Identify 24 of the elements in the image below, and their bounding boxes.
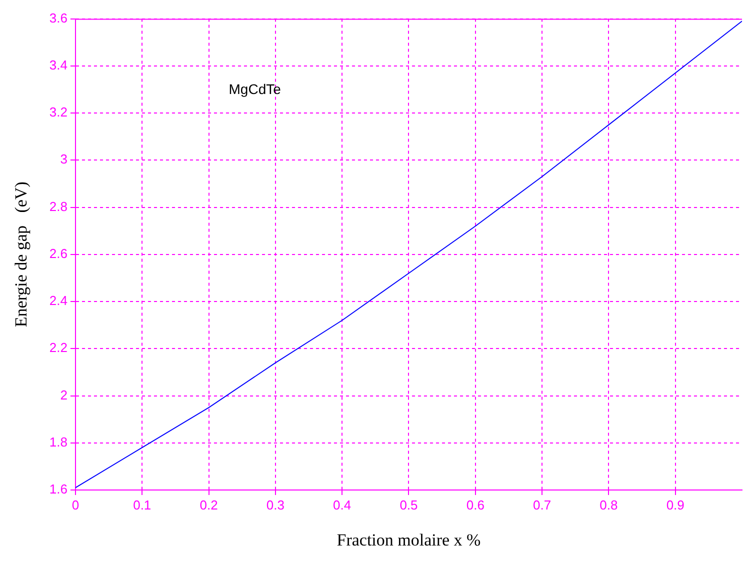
y-tick-label: 3.2 <box>49 104 68 120</box>
x-tick-label: 0.6 <box>466 497 484 512</box>
y-tick-label: 2 <box>60 387 68 402</box>
x-tick-label: 0.5 <box>400 497 418 512</box>
y-tick-label: 2.8 <box>49 198 68 214</box>
y-tick-label: 2.4 <box>49 293 68 308</box>
x-tick-label: 0.9 <box>666 497 684 512</box>
annotation: MgCdTe <box>228 81 282 98</box>
x-tick-label: 0.7 <box>533 497 552 512</box>
y-tick-label: 1.6 <box>49 482 68 497</box>
y-tick-label: 3.6 <box>49 10 68 26</box>
x-tick-label: 0.3 <box>266 497 284 512</box>
x-tick-label: 0.8 <box>600 497 618 512</box>
x-tick-label: 0.2 <box>200 497 218 512</box>
y-tick-label: 2.6 <box>49 246 68 261</box>
y-tick-label: 2.2 <box>49 340 68 356</box>
y-axis-title: Energie de gap (eV) <box>12 182 31 328</box>
x-axis-title: Fraction molaire x % <box>336 530 481 550</box>
x-tick-label: 0.4 <box>333 497 352 512</box>
y-tick-label: 1.8 <box>49 434 68 450</box>
y-tick-label: 3 <box>60 152 68 167</box>
y-tick-label: 3.4 <box>49 58 68 72</box>
x-tick-label: 0.1 <box>133 497 152 512</box>
x-tick-label: 0 <box>72 497 80 512</box>
